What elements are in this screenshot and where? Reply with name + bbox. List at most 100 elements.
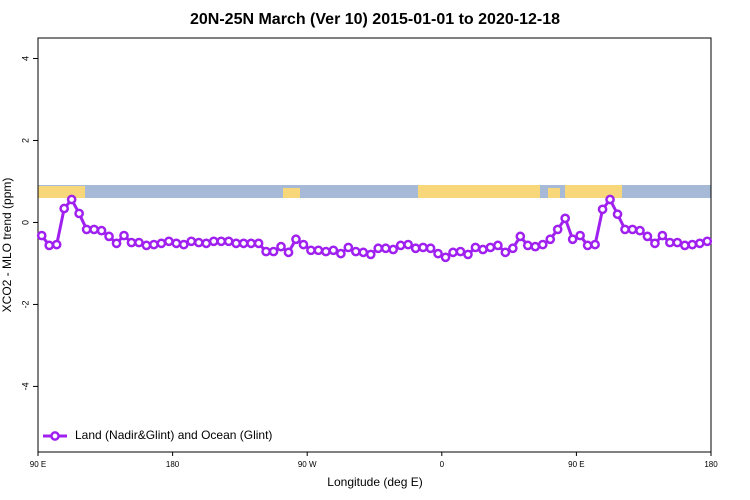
data-point [238, 238, 249, 249]
data-point [268, 246, 279, 257]
data-point [134, 237, 144, 248]
data-point [605, 194, 615, 205]
data-point [493, 240, 503, 251]
data-point [306, 245, 316, 256]
legend-label: Land (Nadir&Glint) and Ocean (Glint) [75, 428, 272, 442]
data-point [246, 238, 256, 249]
data-point [418, 242, 428, 253]
data-point [665, 237, 675, 248]
data-point [403, 239, 413, 250]
data-point [522, 240, 533, 251]
data-point [336, 248, 346, 259]
data-point [171, 238, 182, 249]
data-point [81, 224, 92, 235]
data-point [627, 224, 638, 235]
data-point [433, 248, 443, 259]
plot-frame [37, 37, 712, 453]
data-point [395, 240, 406, 251]
data-point [321, 246, 331, 257]
data-point [672, 237, 683, 248]
data-point [223, 236, 234, 247]
data-point [186, 236, 197, 247]
data-point [560, 213, 571, 224]
data-point [507, 243, 518, 254]
data-point [96, 225, 107, 236]
data-point [283, 247, 294, 258]
data-point [276, 241, 286, 252]
data-point [552, 224, 563, 235]
data-point [500, 247, 511, 258]
x-tick-label: 180 [166, 460, 180, 469]
data-point [343, 242, 354, 253]
data-point [612, 209, 623, 220]
data-point [365, 249, 376, 260]
chart-title: 20N-25N March (Ver 10) 2015-01-01 to 202… [190, 11, 560, 28]
data-point [537, 239, 548, 250]
data-point [104, 231, 114, 242]
data-point [358, 247, 369, 258]
data-point [380, 243, 391, 254]
data-point [597, 204, 608, 215]
data-point [201, 238, 212, 249]
data-point [164, 236, 174, 247]
data-point [59, 203, 70, 214]
y-tick-label: 2 [20, 138, 30, 143]
data-point [388, 244, 399, 255]
data-point [425, 243, 436, 254]
data-point [440, 252, 451, 263]
legend-marker [50, 431, 60, 441]
data-point [485, 242, 496, 253]
data-point [455, 246, 466, 257]
x-tick-label: 90 W [298, 460, 317, 469]
x-tick-label: 90 E [30, 460, 46, 469]
data-point [44, 240, 55, 251]
x-axis-label: Longitude (deg E) [327, 475, 422, 489]
data-point [679, 240, 690, 251]
data-point [36, 230, 47, 241]
data-point [620, 224, 630, 235]
data-point [582, 240, 593, 251]
map-strip [38, 185, 711, 198]
data-point [702, 236, 713, 247]
y-axis-label: XCO2 - MLO trend (ppm) [0, 178, 14, 313]
data-point [590, 239, 600, 250]
y-tick-label: -2 [20, 300, 30, 308]
data-point [261, 246, 271, 257]
data-point [111, 238, 122, 249]
data-point [51, 239, 62, 250]
data-point [410, 243, 421, 254]
data-point [208, 236, 219, 247]
y-tick-label: 4 [20, 56, 30, 61]
data-point [567, 234, 578, 245]
data-point [119, 230, 129, 241]
data-point [231, 238, 242, 249]
y-tick-label: -4 [20, 382, 30, 390]
data-point [657, 230, 668, 241]
data-point [635, 225, 645, 236]
data-point [545, 234, 556, 245]
data-point [694, 238, 705, 249]
data-point [463, 249, 473, 260]
data-point [350, 246, 361, 257]
data-point [642, 231, 653, 242]
data-point [448, 247, 458, 258]
data-point [216, 236, 227, 247]
data-point [74, 208, 84, 219]
data-point [178, 239, 189, 250]
data-point [313, 245, 324, 256]
data-point [66, 194, 77, 205]
data-point [126, 237, 137, 248]
data-point [650, 238, 660, 249]
data-point [478, 244, 488, 255]
x-tick-label: 0 [440, 460, 445, 469]
data-point [291, 234, 301, 245]
data-point [193, 237, 204, 248]
data-point [515, 231, 526, 242]
data-point [149, 239, 159, 250]
data-point [89, 224, 99, 235]
data-point [253, 238, 264, 249]
data-point [470, 242, 481, 253]
data-point [373, 243, 384, 254]
y-tick-label: 0 [20, 220, 30, 225]
